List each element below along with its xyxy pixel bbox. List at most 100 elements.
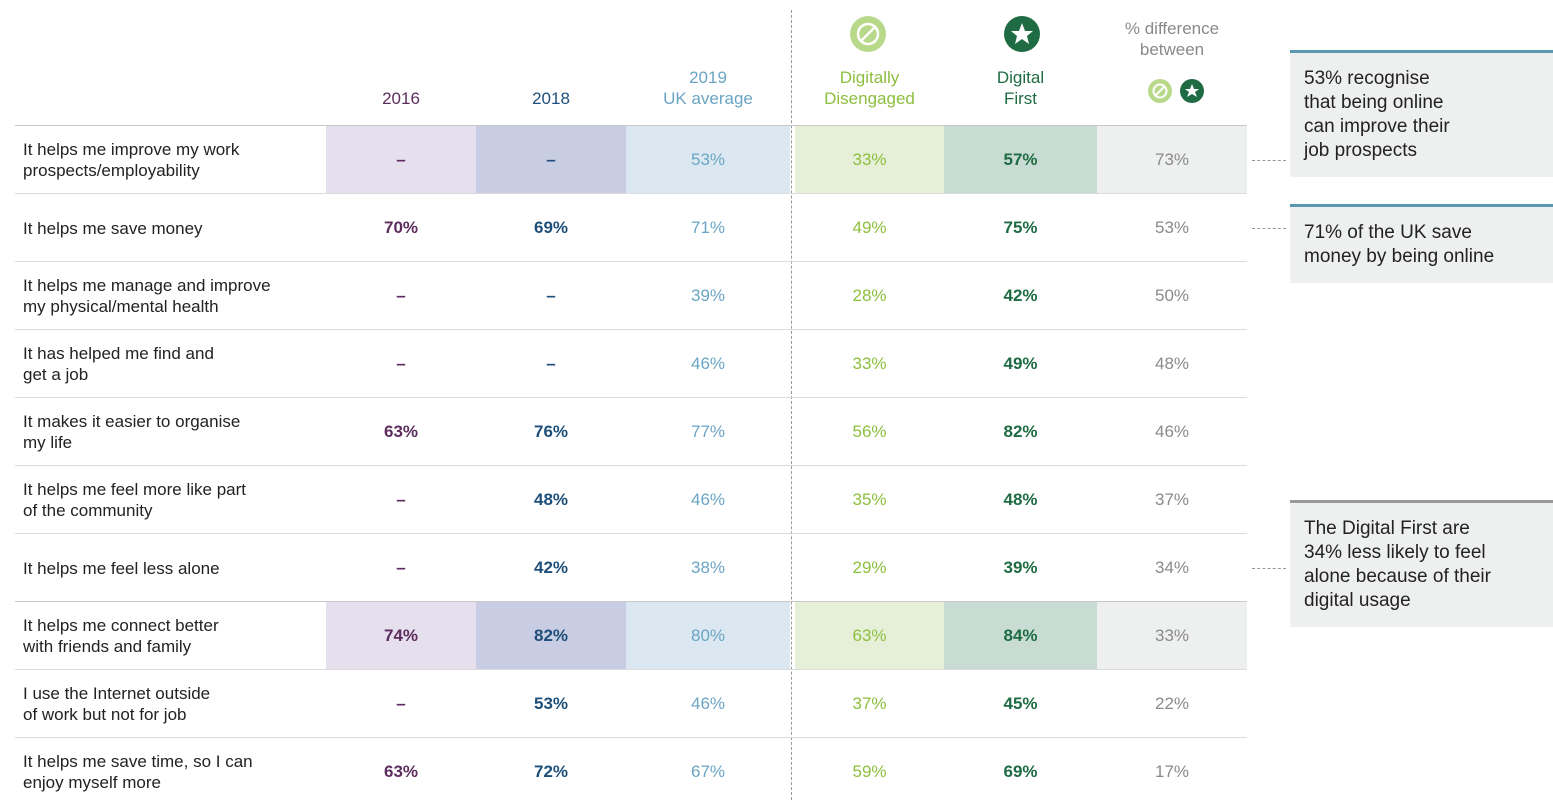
- column-header: 2019 UK average: [626, 0, 790, 109]
- row-label-line: It helps me manage and improve: [23, 276, 271, 295]
- row-label: It has helped me find and get a job: [23, 330, 323, 398]
- row-label-line: enjoy myself more: [23, 773, 161, 792]
- cell-value: 53%: [690, 150, 726, 169]
- header-line: 2019: [689, 68, 727, 87]
- row-label: It makes it easier to organise my life: [23, 398, 323, 466]
- connector: [1252, 160, 1286, 161]
- row-line: [15, 261, 1247, 262]
- row-label-line: my physical/mental health: [23, 297, 219, 316]
- cell-value: 63%: [852, 626, 887, 645]
- cell-value: 49%: [852, 218, 887, 237]
- column-header: Digitally Disengaged: [795, 0, 944, 109]
- cell: 46%: [1097, 398, 1247, 466]
- cell-value: 42%: [533, 558, 569, 577]
- cell: 46%: [626, 466, 790, 534]
- cell-value: 48%: [1154, 354, 1190, 373]
- cell: 63%: [326, 738, 476, 806]
- cell-value: 70%: [383, 218, 419, 237]
- row-label: It helps me manage and improve my physica…: [23, 262, 323, 330]
- cell-value: –: [396, 150, 406, 169]
- cell-value: 33%: [1154, 626, 1190, 645]
- connector: [1252, 568, 1286, 569]
- callout-line: money by being online: [1304, 246, 1495, 267]
- cell-value: 39%: [1003, 558, 1038, 577]
- cell: 48%: [476, 466, 626, 534]
- cell-value: –: [396, 490, 406, 509]
- cell: 48%: [944, 466, 1097, 534]
- cell: 42%: [944, 262, 1097, 330]
- header-line: Disengaged: [824, 89, 915, 108]
- callout-line: job prospects: [1304, 140, 1418, 161]
- cell: 71%: [626, 194, 790, 262]
- cell: 70%: [326, 194, 476, 262]
- row-label: It helps me save time, so I can enjoy mys…: [23, 738, 323, 806]
- cell: –: [476, 262, 626, 330]
- row-label-line: It has helped me find and: [23, 344, 214, 363]
- cell-value: 75%: [1003, 218, 1038, 237]
- cell-value: –: [546, 286, 556, 305]
- row-highlight-line: [15, 125, 1247, 126]
- callout: The Digital First are 34% less likely to …: [1290, 500, 1553, 627]
- cell: 49%: [795, 194, 944, 262]
- row-label-line: my life: [23, 433, 73, 452]
- cell: 57%: [944, 126, 1097, 194]
- cell: 72%: [476, 738, 626, 806]
- cell: 75%: [944, 194, 1097, 262]
- callout: 53% recognise that being online can improv…: [1290, 50, 1553, 177]
- cell: 39%: [944, 534, 1097, 602]
- cell: 82%: [476, 602, 626, 670]
- cell: 76%: [476, 398, 626, 466]
- cell-value: –: [396, 694, 406, 713]
- cell-value: 80%: [690, 626, 726, 645]
- row-line: [15, 193, 1247, 194]
- cell: –: [326, 534, 476, 602]
- cell-value: 72%: [533, 762, 569, 781]
- row-label-line: prospects/employability: [23, 161, 200, 180]
- cell-value: 69%: [1003, 762, 1038, 781]
- cell: 53%: [476, 670, 626, 738]
- row-line: [15, 465, 1247, 466]
- row-label-line: It makes it easier to organise: [23, 412, 241, 431]
- row-line: [15, 533, 1247, 534]
- cell-value: 71%: [690, 218, 726, 237]
- cell: –: [326, 126, 476, 194]
- first-icon: [1004, 16, 1040, 52]
- cell-value: 42%: [1003, 286, 1038, 305]
- cell-value: 76%: [533, 422, 569, 441]
- cell: 59%: [795, 738, 944, 806]
- cell: –: [476, 126, 626, 194]
- header-line: between: [1139, 40, 1205, 59]
- row-line: [15, 329, 1247, 330]
- cell: 63%: [795, 602, 944, 670]
- cell-value: 53%: [1154, 218, 1190, 237]
- cell-value: 53%: [533, 694, 569, 713]
- cell-value: 33%: [852, 354, 887, 373]
- diff-icons: [1148, 79, 1204, 103]
- cell: 80%: [626, 602, 790, 670]
- row-label-line: It helps me save money: [23, 218, 203, 238]
- cell: –: [326, 670, 476, 738]
- callout-line: 34% less likely to feel: [1304, 542, 1486, 563]
- row-line: [15, 669, 1247, 670]
- cell: 63%: [326, 398, 476, 466]
- header-line: % difference: [1124, 19, 1220, 38]
- cell: 56%: [795, 398, 944, 466]
- cell-value: 37%: [1154, 490, 1190, 509]
- cell-value: 45%: [1003, 694, 1038, 713]
- cell: 38%: [626, 534, 790, 602]
- cell: –: [476, 330, 626, 398]
- row-label: It helps me feel more like part of the co…: [23, 466, 323, 534]
- header-line: 2016: [382, 89, 420, 108]
- cell-value: 49%: [1003, 354, 1038, 373]
- cell-value: 46%: [690, 354, 726, 373]
- row-label-line: It helps me connect better: [23, 616, 219, 635]
- header-line: UK average: [663, 89, 753, 108]
- callout-line: 53% recognise: [1304, 68, 1430, 89]
- cell-value: 56%: [852, 422, 887, 441]
- cell-value: –: [396, 558, 406, 577]
- disengaged-icon: [850, 16, 886, 52]
- column-header: 2018: [476, 0, 626, 109]
- cell-value: 46%: [690, 490, 726, 509]
- cell-value: 28%: [852, 286, 887, 305]
- divider: [791, 10, 792, 800]
